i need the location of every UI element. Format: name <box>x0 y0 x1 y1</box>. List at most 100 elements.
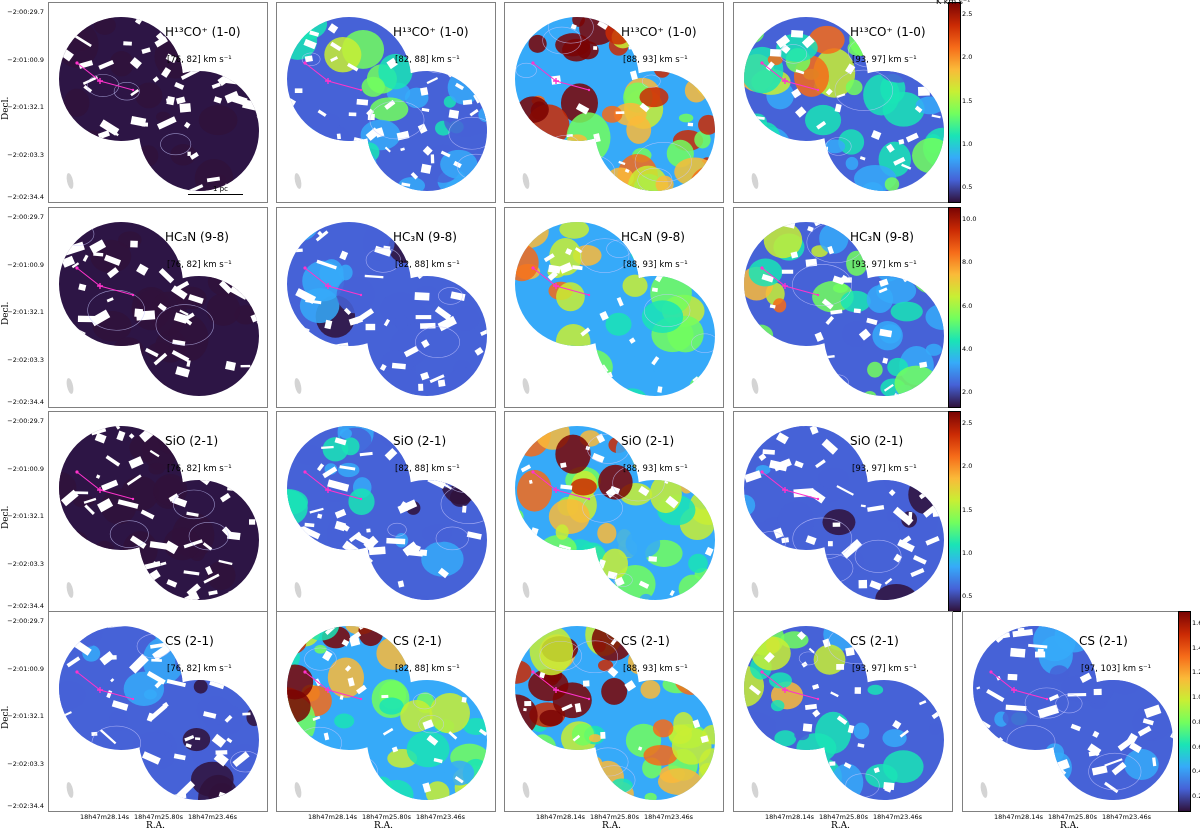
star-marker <box>97 78 103 84</box>
map-panel: SiO (2-1) [88, 93] km s⁻¹ <box>504 411 724 612</box>
y-tick-label: −2:01:32.1 <box>7 712 44 720</box>
y-axis-label: Decl. <box>1 96 11 120</box>
colorbar-tick-label: 2.0 <box>962 53 973 62</box>
y-tick-label: −2:01:00.9 <box>7 260 44 269</box>
star-marker <box>553 687 559 693</box>
y-tick-label: −2:01:32.1 <box>7 308 44 316</box>
outflow-marker <box>131 293 135 297</box>
map-panel: SiO (2-1) [93, 97] km s⁻¹ <box>733 411 953 612</box>
map-panel: CS (2-1) [97, 103] km s⁻¹ <box>962 611 1182 812</box>
panel-title: HC₃N (9-8) <box>393 230 457 244</box>
y-tick-label: −2:00:29.7 <box>7 617 44 625</box>
x-tick-label: 18h47m28.14s <box>994 813 1043 821</box>
velocity-range: [88, 93] km s⁻¹ <box>623 664 688 674</box>
x-tick-label: 18h47m25.80s <box>590 813 639 821</box>
star-marker <box>97 487 103 493</box>
outflow-marker <box>587 697 591 701</box>
panel-title: CS (2-1) <box>1079 634 1128 648</box>
panel-title: CS (2-1) <box>393 634 442 648</box>
star-marker <box>97 283 103 289</box>
outflow-marker <box>989 670 993 674</box>
x-tick-label: 18h47m23.46s <box>188 813 237 821</box>
y-tick-label: −2:02:03.3 <box>7 355 44 364</box>
colorbar-tick-label: 0.5 <box>962 592 973 600</box>
star-marker <box>325 78 331 84</box>
outflow-marker <box>303 470 307 474</box>
panel-title: HC₃N (9-8) <box>621 230 685 244</box>
map-panel: HC₃N (9-8) [82, 88] km s⁻¹ <box>276 207 496 408</box>
panel-title: CS (2-1) <box>850 634 899 648</box>
map-canvas <box>515 426 715 600</box>
outflow-marker <box>760 61 764 65</box>
x-tick-label: 18h47m28.14s <box>80 813 129 821</box>
panel-title: HC₃N (9-8) <box>165 230 229 244</box>
outflow-marker <box>75 670 79 674</box>
panel-title: H¹³CO⁺ (1-0) <box>165 25 241 39</box>
outflow-marker <box>587 293 591 297</box>
map-canvas <box>287 626 487 800</box>
y-tick-label: −2:00:29.7 <box>7 417 44 425</box>
map-canvas <box>515 222 715 396</box>
panel-title: SiO (2-1) <box>621 434 675 448</box>
x-tick-label: 18h47m25.80s <box>134 813 183 821</box>
velocity-range: [93, 97] km s⁻¹ <box>852 464 917 474</box>
map-panel: SiO (2-1) [82, 88] km s⁻¹ <box>276 411 496 612</box>
map-canvas <box>287 17 487 191</box>
map-canvas <box>287 222 487 396</box>
colorbar-tick-label: 2.0 <box>962 388 973 396</box>
y-tick-label: −2:01:32.1 <box>7 512 44 520</box>
colorbar-tick-label: 1.5 <box>962 505 973 514</box>
star-marker <box>782 687 788 693</box>
velocity-range: [76, 82] km s⁻¹ <box>167 260 232 270</box>
outflow-marker <box>760 266 764 270</box>
colorbar-tick-label: 0.2 <box>1192 792 1200 800</box>
outflow-marker <box>131 697 135 701</box>
map-canvas <box>744 222 944 396</box>
y-tick-label: −2:02:03.3 <box>7 759 44 768</box>
emission-map <box>287 222 487 396</box>
x-axis-label: R.A. <box>831 821 850 831</box>
colorbar-tick-label: 0.8 <box>1192 717 1200 726</box>
outflow-marker <box>1045 697 1049 701</box>
velocity-range: [93, 97] km s⁻¹ <box>852 55 917 65</box>
emission-map <box>744 222 944 396</box>
colorbar <box>948 207 961 408</box>
colorbar-tick-label: 2.0 <box>962 462 973 471</box>
x-tick-label: 18h47m25.80s <box>1048 813 1097 821</box>
map-panel: CS (2-1) [76, 82] km s⁻¹ <box>48 611 268 812</box>
y-tick-label: −2:02:03.3 <box>7 559 44 568</box>
map-panel: H¹³CO⁺ (1-0) [93, 97] km s⁻¹ <box>733 2 953 203</box>
emission-map <box>973 626 1173 800</box>
panel-title: SiO (2-1) <box>393 434 447 448</box>
x-axis-label: R.A. <box>602 821 621 831</box>
outflow-marker <box>359 697 363 701</box>
velocity-range: [76, 82] km s⁻¹ <box>167 55 232 65</box>
colorbar-tick-label: 0.4 <box>1192 767 1200 776</box>
x-tick-label: 18h47m23.46s <box>1102 813 1151 821</box>
outflow-marker <box>131 88 135 92</box>
map-panel: HC₃N (9-8) [93, 97] km s⁻¹ <box>733 207 953 408</box>
map-canvas <box>59 222 259 396</box>
emission-map <box>515 222 715 396</box>
velocity-range: [97, 103] km s⁻¹ <box>1081 664 1152 674</box>
map-canvas <box>973 626 1173 800</box>
star-marker <box>97 687 103 693</box>
velocity-range: [82, 88] km s⁻¹ <box>395 664 460 674</box>
map-canvas <box>515 17 715 191</box>
emission-map <box>287 626 487 800</box>
colorbar-tick-label: 1.5 <box>962 96 973 105</box>
star-marker <box>782 78 788 84</box>
emission-map <box>744 626 944 800</box>
x-axis-label: R.A. <box>146 821 165 831</box>
map-canvas <box>744 626 944 800</box>
x-tick-label: 18h47m23.46s <box>644 813 693 821</box>
colorbar-tick-label: 10.0 <box>962 215 977 223</box>
velocity-range: [93, 97] km s⁻¹ <box>852 664 917 674</box>
emission-map <box>59 626 259 800</box>
emission-map <box>59 426 259 600</box>
outflow-marker <box>359 497 363 501</box>
outflow-marker <box>816 497 820 501</box>
y-tick-label: −2:02:34.4 <box>7 193 44 201</box>
emission-map <box>515 626 715 800</box>
map-panel: CS (2-1) [93, 97] km s⁻¹ <box>733 611 953 812</box>
